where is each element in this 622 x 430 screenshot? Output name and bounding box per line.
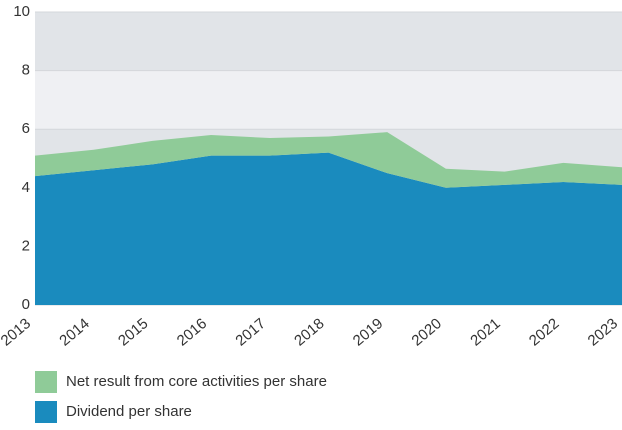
x-tick-label: 2013: [0, 315, 34, 349]
grid-band: [35, 70, 622, 130]
x-tick-label: 2015: [115, 315, 151, 349]
legend-swatch: [35, 401, 57, 423]
x-tick-label: 2019: [350, 315, 386, 349]
legend-label: Net result from core activities per shar…: [66, 373, 327, 390]
y-tick-label: 0: [22, 296, 30, 313]
x-tick-label: 2020: [409, 315, 445, 349]
y-tick-label: 8: [22, 62, 30, 79]
grid-band: [35, 12, 622, 71]
x-tick-label: 2017: [232, 315, 268, 349]
y-tick-label: 2: [22, 237, 30, 254]
area: [35, 152, 622, 305]
x-tick-label: 2022: [526, 315, 562, 349]
legend-swatch: [35, 371, 57, 393]
y-tick-label: 10: [13, 3, 30, 20]
x-tick-label: 2021: [467, 315, 503, 349]
y-tick-label: 6: [22, 120, 30, 137]
area: [35, 132, 622, 188]
x-tick-label: 2018: [291, 315, 327, 349]
x-tick-label: 2014: [56, 315, 92, 349]
y-tick-label: 4: [22, 179, 30, 196]
x-tick-label: 2016: [174, 315, 210, 349]
x-tick-label: 2023: [585, 315, 621, 349]
legend-label: Dividend per share: [66, 403, 192, 420]
